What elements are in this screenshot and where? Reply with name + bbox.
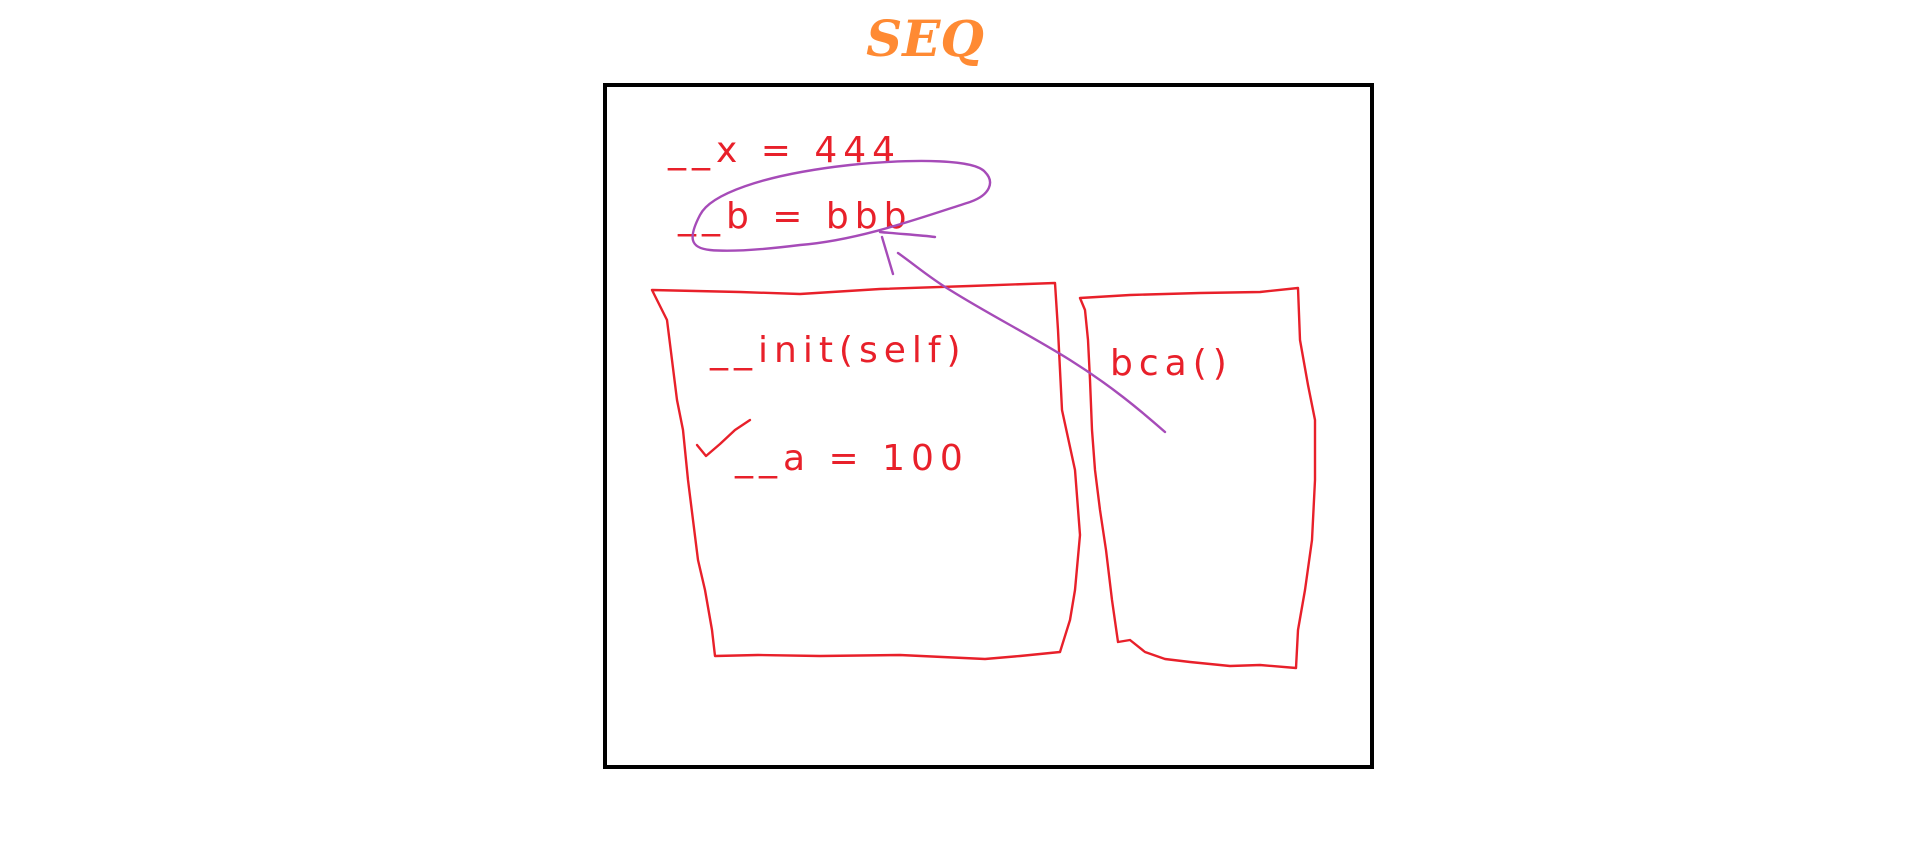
instance-attribute-a: __a = 100 [734, 438, 969, 479]
left-class-box [650, 281, 1082, 661]
init-method-label: __init(self) [709, 330, 967, 371]
pointer-tick [880, 235, 895, 276]
reference-arrow [896, 251, 1167, 434]
method-call-label: bca() [1110, 343, 1233, 384]
right-scope-box [1078, 286, 1317, 670]
checkmark-icon [695, 418, 752, 458]
highlight-loop-tail [878, 230, 937, 239]
outer-frame [603, 83, 1374, 769]
diagram-title: SEQ [866, 9, 984, 68]
class-attribute-x: __x = 444 [667, 130, 901, 171]
highlight-loop [691, 159, 992, 252]
class-attribute-b: __b = bbb [677, 196, 912, 237]
